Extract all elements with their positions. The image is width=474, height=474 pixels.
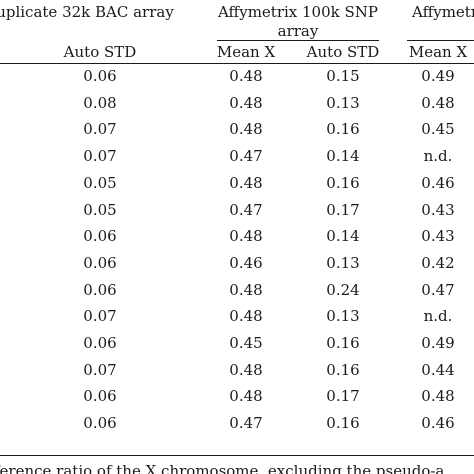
cell-snp-mean-x: 0.48 xyxy=(229,387,263,406)
cell-snp-mean-x: 0.48 xyxy=(229,93,263,112)
cell-snp-mean-x: 0.45 xyxy=(229,334,263,352)
group-header-bac: Duplicate 32k BAC array xyxy=(0,3,174,21)
cell-third-mean-x: 0.48 xyxy=(421,387,455,406)
col-header-third-mean-x: Mean X xyxy=(408,43,468,61)
cell-snp-auto-std: 0.24 xyxy=(326,280,360,299)
cell-snp-mean-x: 0.47 xyxy=(229,200,263,219)
cell-snp-mean-x: 0.48 xyxy=(229,173,263,192)
cell-bac-auto-std: 0.08 xyxy=(83,93,117,112)
cell-third-mean-x: 0.46 xyxy=(421,173,455,192)
cell-bac-auto-std: 0.07 xyxy=(83,360,117,379)
col-header-snp-mean-x: Mean X xyxy=(216,43,276,61)
cell-third-mean-x: 0.47 xyxy=(421,280,455,299)
table-footnote: ference ratio of the X chromosome, exclu… xyxy=(0,462,445,474)
cell-snp-mean-x: 0.46 xyxy=(229,253,263,272)
cell-snp-mean-x: 0.48 xyxy=(229,307,263,326)
cell-snp-auto-std: 0.16 xyxy=(326,173,360,192)
cell-snp-auto-std: 0.17 xyxy=(326,387,360,406)
group-rule-snp xyxy=(217,40,379,42)
cell-bac-auto-std: 0.06 xyxy=(83,334,117,352)
cell-snp-mean-x: 0.48 xyxy=(229,280,263,299)
cell-snp-auto-std: 0.16 xyxy=(326,120,360,139)
cell-snp-mean-x: 0.47 xyxy=(229,414,263,433)
cell-third-mean-x: 0.49 xyxy=(421,334,455,352)
cell-third-mean-x: 0.43 xyxy=(421,200,455,219)
cell-third-mean-x: n.d. xyxy=(423,147,453,166)
cell-snp-auto-std: 0.16 xyxy=(326,360,360,379)
cell-bac-auto-std: 0.05 xyxy=(83,173,117,192)
cell-snp-mean-x: 0.47 xyxy=(229,147,263,166)
table-bottom-rule xyxy=(0,455,474,457)
cell-bac-auto-std: 0.06 xyxy=(83,67,117,85)
cell-snp-auto-std: 0.13 xyxy=(326,93,360,112)
cell-snp-auto-std: 0.13 xyxy=(326,253,360,272)
header-rule xyxy=(0,63,474,65)
cell-snp-auto-std: 0.16 xyxy=(326,414,360,433)
cell-snp-auto-std: 0.17 xyxy=(326,200,360,219)
group-rule-third xyxy=(407,40,474,42)
cell-snp-mean-x: 0.48 xyxy=(229,227,263,246)
group-header-third: Affymetr xyxy=(412,3,474,21)
cell-bac-auto-std: 0.06 xyxy=(83,387,117,406)
cell-third-mean-x: 0.48 xyxy=(421,93,455,112)
cell-third-mean-x: n.d. xyxy=(423,307,453,326)
group-header-snp-line2: array xyxy=(277,22,319,40)
cell-snp-auto-std: 0.14 xyxy=(326,227,360,246)
cell-snp-auto-std: 0.16 xyxy=(326,334,360,352)
cell-third-mean-x: 0.46 xyxy=(421,414,455,433)
cell-snp-mean-x: 0.48 xyxy=(229,120,263,139)
cell-bac-auto-std: 0.05 xyxy=(83,200,117,219)
cell-snp-mean-x: 0.48 xyxy=(229,360,263,379)
cell-bac-auto-std: 0.07 xyxy=(83,307,117,326)
cell-snp-auto-std: 0.14 xyxy=(326,147,360,166)
cell-third-mean-x: 0.49 xyxy=(421,67,455,85)
cell-third-mean-x: 0.42 xyxy=(421,253,455,272)
cell-bac-auto-std: 0.07 xyxy=(83,120,117,139)
cell-bac-auto-std: 0.07 xyxy=(83,147,117,166)
cell-bac-auto-std: 0.06 xyxy=(83,253,117,272)
cell-bac-auto-std: 0.06 xyxy=(83,414,117,433)
cell-snp-mean-x: 0.48 xyxy=(229,67,263,85)
cell-bac-auto-std: 0.06 xyxy=(83,280,117,299)
cell-bac-auto-std: 0.06 xyxy=(83,227,117,246)
group-header-snp-line1: Affymetrix 100k SNP xyxy=(217,3,379,21)
cell-snp-auto-std: 0.13 xyxy=(326,307,360,326)
cell-snp-auto-std: 0.15 xyxy=(326,67,360,85)
cell-third-mean-x: 0.45 xyxy=(421,120,455,139)
col-header-snp-auto-std: Auto STD xyxy=(306,43,380,61)
col-header-bac-auto-std: Auto STD xyxy=(63,43,137,61)
cell-third-mean-x: 0.44 xyxy=(421,360,455,379)
cell-third-mean-x: 0.43 xyxy=(421,227,455,246)
